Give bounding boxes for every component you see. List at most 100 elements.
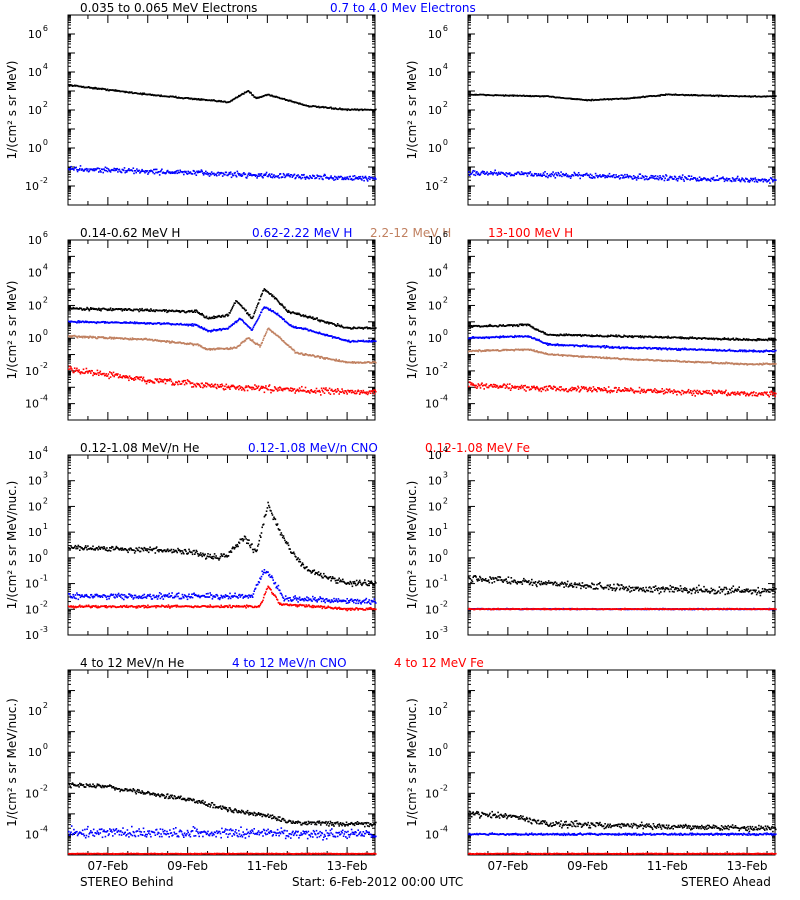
data-point — [107, 308, 110, 310]
data-point — [202, 327, 204, 330]
data-point — [93, 169, 96, 172]
data-point — [665, 347, 667, 349]
data-point — [110, 338, 113, 340]
data-point — [106, 309, 109, 312]
data-point — [234, 302, 236, 304]
data-point — [262, 289, 265, 292]
data-point — [578, 345, 581, 347]
data-point — [482, 172, 485, 175]
data-point — [277, 387, 280, 389]
data-point — [712, 178, 714, 181]
data-point — [549, 173, 551, 176]
data-point — [366, 180, 369, 182]
data-point — [506, 94, 509, 97]
data-point — [198, 312, 200, 314]
data-point — [566, 174, 569, 176]
data-point — [364, 391, 367, 394]
data-point — [774, 338, 776, 340]
data-point — [334, 360, 337, 362]
data-point — [615, 174, 617, 176]
data-point — [511, 324, 513, 326]
data-point — [625, 176, 628, 178]
data-point — [94, 86, 96, 89]
data-point — [243, 308, 246, 311]
data-point — [156, 378, 159, 380]
data-point — [287, 344, 290, 347]
data-point — [153, 172, 156, 175]
data-point — [193, 170, 195, 172]
data-point — [499, 173, 502, 175]
data-point — [548, 343, 551, 346]
data-point — [109, 308, 111, 311]
data-point — [331, 335, 333, 337]
data-point — [175, 95, 177, 98]
data-point — [756, 181, 759, 183]
data-point — [200, 314, 203, 316]
data-point — [360, 327, 362, 329]
data-point — [104, 374, 107, 377]
data-point — [263, 391, 266, 394]
data-point — [199, 344, 201, 347]
data-point — [249, 174, 251, 176]
data-point — [287, 309, 290, 312]
data-point — [531, 325, 533, 328]
data-point — [298, 176, 300, 179]
data-point — [84, 168, 86, 171]
data-point — [623, 347, 625, 350]
data-point — [517, 171, 520, 174]
data-point — [136, 376, 138, 378]
data-point — [144, 170, 147, 172]
data-point — [747, 179, 750, 182]
data-point — [641, 347, 644, 349]
data-point — [336, 323, 339, 325]
data-point — [236, 386, 239, 389]
data-point — [213, 386, 215, 388]
data-point — [563, 333, 565, 336]
data-point — [652, 336, 655, 339]
data-point — [115, 169, 118, 171]
data-point — [253, 324, 255, 327]
data-point — [247, 385, 250, 387]
data-point — [350, 108, 353, 111]
data-point — [167, 310, 170, 313]
data-point — [345, 391, 348, 394]
data-point — [139, 172, 141, 174]
data-point — [268, 173, 271, 175]
data-point — [543, 332, 546, 335]
data-point — [240, 389, 243, 391]
data-point — [311, 317, 313, 319]
data-point — [632, 97, 634, 99]
data-point — [272, 310, 274, 312]
data-point — [260, 385, 263, 388]
data-point — [144, 171, 146, 174]
data-point — [79, 320, 81, 322]
data-point — [268, 385, 270, 387]
data-point — [256, 177, 258, 179]
data-point — [71, 369, 74, 372]
data-point — [339, 175, 342, 178]
data-point — [615, 334, 617, 336]
data-point — [679, 336, 682, 338]
data-point — [758, 95, 760, 98]
data-point — [216, 316, 218, 319]
data-point — [303, 173, 305, 176]
data-point — [155, 378, 157, 381]
data-point — [632, 347, 634, 350]
data-point — [309, 316, 312, 318]
data-point — [234, 97, 236, 100]
data-point — [248, 326, 250, 328]
data-point — [324, 174, 326, 177]
data-point — [341, 108, 343, 110]
data-point — [689, 179, 691, 181]
data-point — [79, 372, 82, 375]
data-point — [238, 95, 241, 98]
data-point — [604, 176, 606, 179]
data-point — [130, 377, 132, 379]
data-point — [190, 382, 192, 384]
data-point — [322, 105, 324, 108]
data-point — [350, 391, 353, 394]
data-point — [747, 339, 749, 342]
data-point — [280, 389, 283, 391]
data-point — [152, 171, 154, 174]
data-point — [86, 306, 88, 309]
